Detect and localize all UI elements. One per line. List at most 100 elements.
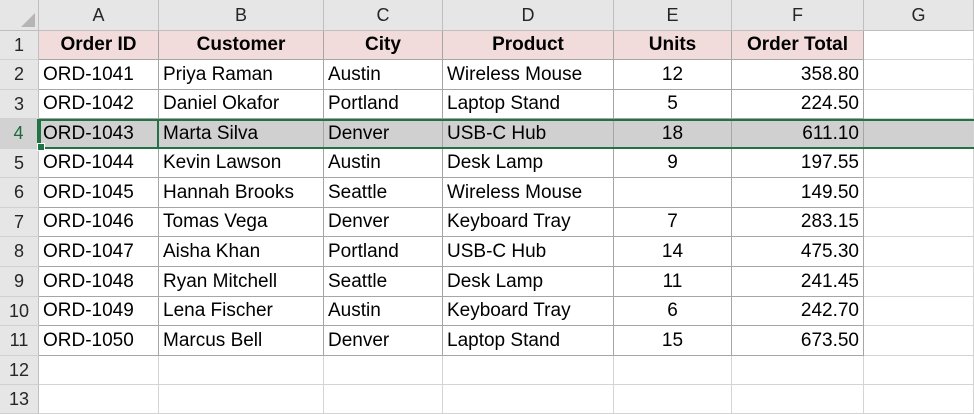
column-header-f[interactable]: F xyxy=(732,0,864,31)
row-header-10[interactable]: 10 xyxy=(0,297,39,326)
table-cell[interactable]: Seattle xyxy=(324,267,443,297)
table-cell[interactable]: 149.50 xyxy=(732,178,864,208)
row-header-4[interactable]: 4 xyxy=(0,119,39,149)
table-cell[interactable]: Aisha Khan xyxy=(159,237,324,267)
table-cell[interactable]: ORD-1045 xyxy=(39,178,159,208)
row-header-11[interactable]: 11 xyxy=(0,326,39,356)
table-cell[interactable]: Laptop Stand xyxy=(443,326,614,356)
empty-cell[interactable] xyxy=(864,297,974,326)
empty-cell[interactable] xyxy=(864,119,974,149)
table-cell[interactable]: ORD-1042 xyxy=(39,90,159,119)
table-cell[interactable]: 11 xyxy=(614,267,732,297)
empty-cell[interactable] xyxy=(864,237,974,267)
table-cell[interactable]: Wireless Mouse xyxy=(443,178,614,208)
table-header-cell[interactable]: Order Total xyxy=(732,31,864,60)
row-header-3[interactable]: 3 xyxy=(0,90,39,119)
table-cell[interactable]: 283.15 xyxy=(732,208,864,237)
table-cell[interactable]: USB-C Hub xyxy=(443,119,614,149)
table-cell[interactable]: Seattle xyxy=(324,178,443,208)
row-header-2[interactable]: 2 xyxy=(0,60,39,90)
table-cell[interactable]: Hannah Brooks xyxy=(159,178,324,208)
table-cell[interactable]: ORD-1050 xyxy=(39,326,159,356)
empty-cell[interactable] xyxy=(614,356,732,385)
table-cell[interactable]: Denver xyxy=(324,326,443,356)
table-cell[interactable]: Laptop Stand xyxy=(443,90,614,119)
empty-cell[interactable] xyxy=(39,356,159,385)
table-header-cell[interactable]: Order ID xyxy=(39,31,159,60)
table-cell[interactable]: 673.50 xyxy=(732,326,864,356)
table-cell[interactable]: Desk Lamp xyxy=(443,149,614,178)
table-cell[interactable]: Ryan Mitchell xyxy=(159,267,324,297)
table-cell[interactable]: ORD-1049 xyxy=(39,297,159,326)
column-header-d[interactable]: D xyxy=(443,0,614,31)
table-cell[interactable]: USB-C Hub xyxy=(443,237,614,267)
table-cell[interactable]: Lena Fischer xyxy=(159,297,324,326)
table-cell[interactable]: ORD-1043 xyxy=(39,119,159,149)
row-header-8[interactable]: 8 xyxy=(0,237,39,267)
table-cell[interactable]: 358.80 xyxy=(732,60,864,90)
table-cell[interactable]: 224.50 xyxy=(732,90,864,119)
table-cell[interactable]: ORD-1044 xyxy=(39,149,159,178)
table-cell[interactable]: Wireless Mouse xyxy=(443,60,614,90)
table-cell[interactable]: 18 xyxy=(614,119,732,149)
row-header-5[interactable]: 5 xyxy=(0,149,39,178)
table-cell[interactable]: 15 xyxy=(614,326,732,356)
table-cell[interactable]: Priya Raman xyxy=(159,60,324,90)
empty-cell[interactable] xyxy=(324,356,443,385)
table-cell[interactable]: 7 xyxy=(614,208,732,237)
table-cell[interactable]: ORD-1048 xyxy=(39,267,159,297)
table-cell[interactable]: Austin xyxy=(324,60,443,90)
table-cell[interactable]: ORD-1046 xyxy=(39,208,159,237)
table-cell[interactable]: 242.70 xyxy=(732,297,864,326)
column-header-c[interactable]: C xyxy=(324,0,443,31)
table-cell[interactable]: Marcus Bell xyxy=(159,326,324,356)
empty-cell[interactable] xyxy=(864,208,974,237)
table-header-cell[interactable]: Units xyxy=(614,31,732,60)
select-all-corner[interactable] xyxy=(0,0,39,31)
table-cell[interactable]: 5 xyxy=(614,90,732,119)
empty-cell[interactable] xyxy=(864,60,974,90)
row-header-9[interactable]: 9 xyxy=(0,267,39,297)
table-cell[interactable]: Austin xyxy=(324,297,443,326)
table-cell[interactable]: Marta Silva xyxy=(159,119,324,149)
table-cell[interactable] xyxy=(614,178,732,208)
empty-cell[interactable] xyxy=(864,267,974,297)
table-cell[interactable]: 241.45 xyxy=(732,267,864,297)
empty-cell[interactable] xyxy=(864,326,974,356)
empty-cell[interactable] xyxy=(159,356,324,385)
table-cell[interactable]: Daniel Okafor xyxy=(159,90,324,119)
row-header-6[interactable]: 6 xyxy=(0,178,39,208)
table-cell[interactable]: 197.55 xyxy=(732,149,864,178)
table-cell[interactable]: Desk Lamp xyxy=(443,267,614,297)
table-cell[interactable]: Denver xyxy=(324,208,443,237)
table-cell[interactable]: Tomas Vega xyxy=(159,208,324,237)
row-header-1[interactable]: 1 xyxy=(0,31,39,60)
table-cell[interactable]: 611.10 xyxy=(732,119,864,149)
table-cell[interactable]: Denver xyxy=(324,119,443,149)
empty-cell[interactable] xyxy=(864,31,974,60)
table-cell[interactable]: ORD-1047 xyxy=(39,237,159,267)
empty-cell[interactable] xyxy=(443,356,614,385)
column-header-g[interactable]: G xyxy=(864,0,974,31)
table-header-cell[interactable]: Customer xyxy=(159,31,324,60)
column-header-a[interactable]: A xyxy=(39,0,159,31)
table-header-cell[interactable]: Product xyxy=(443,31,614,60)
table-cell[interactable]: Austin xyxy=(324,149,443,178)
table-cell[interactable]: 475.30 xyxy=(732,237,864,267)
table-cell[interactable]: 14 xyxy=(614,237,732,267)
table-cell[interactable]: Portland xyxy=(324,237,443,267)
row-header-7[interactable]: 7 xyxy=(0,208,39,237)
empty-cell[interactable] xyxy=(864,90,974,119)
table-cell[interactable]: Keyboard Tray xyxy=(443,208,614,237)
empty-cell[interactable] xyxy=(864,356,974,385)
table-header-cell[interactable]: City xyxy=(324,31,443,60)
table-cell[interactable]: 6 xyxy=(614,297,732,326)
table-cell[interactable]: 12 xyxy=(614,60,732,90)
table-cell[interactable]: 9 xyxy=(614,149,732,178)
empty-cell[interactable] xyxy=(864,178,974,208)
column-header-e[interactable]: E xyxy=(614,0,732,31)
table-cell[interactable]: ORD-1041 xyxy=(39,60,159,90)
empty-cell[interactable] xyxy=(732,356,864,385)
empty-cell[interactable] xyxy=(864,149,974,178)
